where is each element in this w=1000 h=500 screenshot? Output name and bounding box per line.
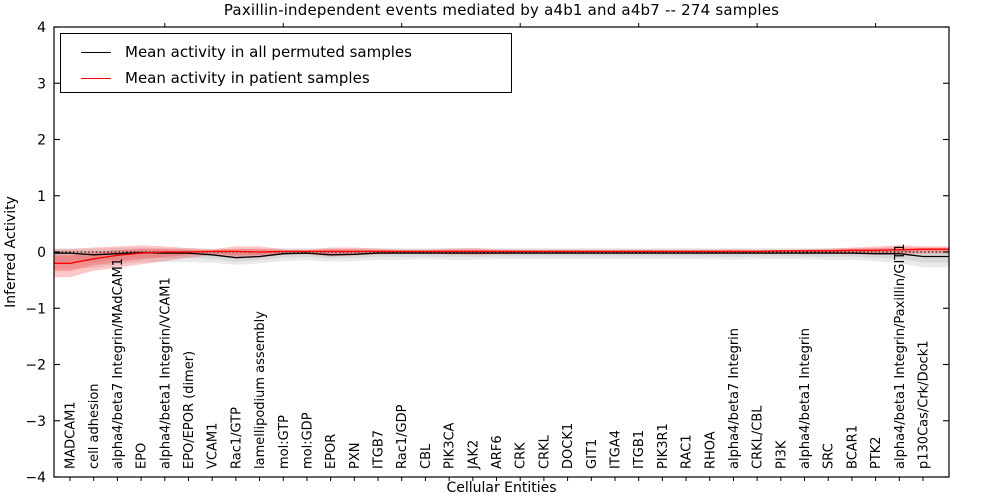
x-category-label: CRK [514,442,529,469]
x-category-label: RHOA [703,431,718,469]
x-category-label: ARF6 [490,435,505,469]
x-category-label: EPO/EPOR (dimer) [182,351,197,469]
x-category-label: BCAR1 [845,425,860,469]
x-category-label: MADCAM1 [64,401,79,469]
patient-mean-line [54,248,949,264]
permuted-mean-line [54,251,949,259]
x-category-label: EPOR [324,434,339,469]
confidence-band [54,247,949,271]
x-category-label: PI3K [774,440,789,469]
x-axis-label: Cellular Entities [446,480,557,496]
x-category-label: CRKL [537,434,552,469]
x-category-label: ITGB7 [372,430,387,469]
y-tick-label: 3 [37,76,46,92]
y-tick-label: 1 [37,189,46,205]
y-tick-label: 2 [37,133,46,149]
patient-line-swatch-icon [81,77,111,79]
x-category-label: mol:GDP [300,412,315,469]
x-category-label: cell adhesion [87,383,102,469]
x-category-label: PIK3CA [443,422,458,469]
legend: Mean activity in all permuted samples Me… [60,33,512,93]
x-category-label: SRC [822,443,837,469]
x-category-label: Rac1/GDP [395,404,410,469]
x-category-label: GIT1 [585,439,600,469]
permuted-line-swatch-icon [81,51,111,53]
x-category-label: alpha4/beta7 Integrin/MAdCAM1 [111,258,126,469]
x-category-label: PXN [348,443,363,469]
x-category-label: alpha4/beta7 Integrin [727,328,742,469]
legend-label-permuted: Mean activity in all permuted samples [125,43,412,61]
chart-title: Paxillin-independent events mediated by … [223,1,780,19]
x-category-label: DOCK1 [561,423,576,469]
x-category-label: CRKL/CBL [751,405,766,469]
x-category-label: PTK2 [869,436,884,469]
x-category-label: alpha4/beta1 Integrin/Paxillin/GIT1 [893,243,908,469]
x-category-label: Rac1/GTP [229,407,244,469]
x-category-label: VCAM1 [206,423,221,469]
y-tick-label: −1 [25,301,46,317]
x-category-label: ITGB1 [632,430,647,469]
y-tick-label: −3 [25,414,46,430]
x-category-label: ITGA4 [608,430,623,469]
legend-label-patient: Mean activity in patient samples [125,69,370,87]
legend-item-permuted: Mean activity in all permuted samples [73,39,511,65]
x-category-label: RAC1 [680,434,695,469]
legend-item-patient: Mean activity in patient samples [73,65,511,91]
x-category-label: CBL [419,443,434,469]
y-tick-label: 0 [37,245,46,261]
y-tick-label: −4 [25,470,46,486]
x-category-label: lamellipodium assembly [253,311,268,469]
x-category-label: p130Cas/Crk/Dock1 [917,340,932,469]
x-category-label: alpha4/beta1 Integrin [798,328,813,469]
x-category-label: alpha4/beta1 Integrin/VCAM1 [158,277,173,469]
x-category-label: PIK3R1 [656,423,671,469]
x-category-label: JAK2 [466,440,481,470]
y-axis-label: Inferred Activity [3,196,19,308]
y-tick-label: −2 [25,358,46,374]
x-category-label: mol:GTP [277,415,292,469]
x-category-label: EPO [135,443,150,469]
y-tick-label: 4 [37,20,46,36]
